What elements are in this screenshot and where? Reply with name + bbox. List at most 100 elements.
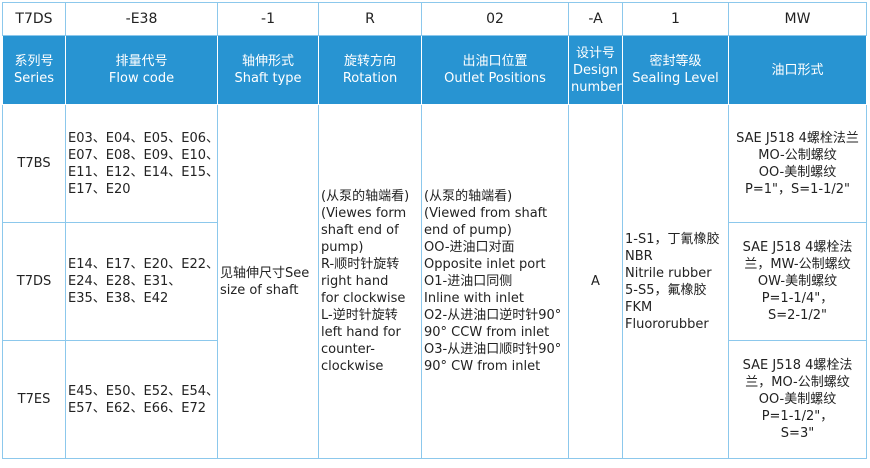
body-row: T7BS E03、E04、E05、E06、 E07、E08、E09、E10、 E11、… bbox=[2, 104, 867, 459]
header-line: Shaft type bbox=[234, 71, 302, 86]
spec-table: T7DS -E38 -1 R 02 -A 1 MW 系列号 Series 排量代号 Flow code… bbox=[2, 2, 867, 459]
outlet-line: 90° CW from inlet bbox=[424, 359, 541, 374]
flow-cell: E14、E17、E20、E22、 E24、E28、E31、 E35、E38、E42 bbox=[65, 222, 218, 341]
header-line: 出油口位置 bbox=[462, 54, 528, 69]
code-cell: -A bbox=[568, 2, 623, 36]
flow-line: E11、E12、E14、E15、 bbox=[68, 164, 218, 180]
flow-line: E14、E17、E20、E22、 bbox=[68, 257, 218, 272]
sealing-line: 5-S5，氟橡胶 bbox=[625, 282, 707, 298]
flow-line: E45、E50、E52、E54、 bbox=[68, 383, 218, 399]
flow-line: E24、E28、E31、 bbox=[68, 274, 182, 289]
rotation-line: R-顺时针旋转 bbox=[321, 257, 400, 272]
code-cell: 02 bbox=[421, 2, 569, 36]
flow-line: E17、E20 bbox=[68, 181, 131, 197]
port-line: OO-美制螺纹 bbox=[758, 164, 837, 180]
sealing-line: Fluororubber bbox=[625, 316, 709, 332]
code-cell: R bbox=[318, 2, 422, 36]
outlet-cell: (从泵的轴端看) (Viewed from shaft end of pump) OO… bbox=[421, 104, 569, 459]
header-line: 油口形式 bbox=[771, 62, 824, 78]
outlet-line: 90° CCW from inlet bbox=[424, 325, 550, 340]
header-line: Series bbox=[14, 71, 54, 86]
port-line: P=1-1/2"， bbox=[761, 409, 834, 424]
body-row: T7DS E14、E17、E20、E22、 E24、E28、E31、 E35、E38、… bbox=[2, 222, 867, 341]
shaft-cell: 见轴伸尺寸See size of shaft bbox=[217, 104, 319, 459]
shaft-line: 见轴伸尺寸See bbox=[220, 265, 310, 281]
header-row: 系列号 Series 排量代号 Flow code 轴伸形式 Shaft type 旋转方向… bbox=[2, 35, 867, 105]
rotation-line: clockwise bbox=[321, 359, 384, 374]
port-line: SAE J518 4螺栓法 bbox=[742, 358, 853, 373]
port-line: P=1-1/4"， bbox=[761, 291, 834, 306]
sealing-line: FKM bbox=[625, 299, 653, 315]
port-line: P=1"，S=1-1/2" bbox=[745, 181, 850, 197]
flow-line: E35、E38、E42 bbox=[68, 291, 169, 306]
header-line: 密封等级 bbox=[649, 54, 702, 69]
code-cell: T7DS bbox=[2, 2, 66, 36]
series-cell: T7ES bbox=[2, 340, 66, 459]
rotation-line: left hand for bbox=[321, 325, 401, 340]
header-line: Flow code bbox=[108, 71, 175, 86]
flow-cell: E45、E50、E52、E54、 E57、E62、E66、E72 bbox=[65, 340, 218, 459]
code-cell: MW bbox=[728, 2, 867, 36]
header-cell: 轴伸形式 Shaft type bbox=[217, 35, 319, 105]
header-cell: 油口形式 bbox=[728, 35, 867, 105]
outlet-line: (从泵的轴端看) bbox=[424, 189, 513, 204]
port-line: S=3" bbox=[780, 426, 815, 441]
shaft-line: size of shaft bbox=[220, 282, 299, 298]
design-line: A bbox=[591, 274, 600, 289]
code-row: T7DS -E38 -1 R 02 -A 1 MW bbox=[2, 2, 867, 36]
series-cell: T7BS bbox=[2, 104, 66, 223]
rotation-line: shaft end of bbox=[321, 223, 399, 238]
port-line: 兰，MO-公制螺纹 bbox=[745, 375, 850, 390]
rotation-line: right hand bbox=[321, 274, 389, 289]
header-line: Sealing Level bbox=[632, 71, 719, 86]
header-line: 系列号 bbox=[14, 54, 54, 69]
port-line: SAE J518 4螺栓法 bbox=[742, 240, 853, 255]
port-line: SAE J518 4螺栓法兰 bbox=[736, 130, 859, 146]
outlet-line: O2-从进油口逆时针90° bbox=[424, 308, 562, 323]
header-cell: 排量代号 Flow code bbox=[65, 35, 218, 105]
rotation-line: L-逆时针旋转 bbox=[321, 308, 398, 323]
header-cell: 密封等级 Sealing Level bbox=[622, 35, 729, 105]
rotation-line: counter- bbox=[321, 342, 375, 357]
code-cell: -1 bbox=[217, 2, 319, 36]
header-line: Outlet Positions bbox=[444, 71, 546, 86]
sealing-cell: 1-S1，丁氰橡胶 NBR Nitrile rubber 5-S5，氟橡胶 FKM Flu… bbox=[622, 104, 729, 459]
port-line: OW-美制螺纹 bbox=[757, 274, 838, 289]
header-line: Design bbox=[573, 62, 618, 78]
rotation-line: (Viewes form bbox=[321, 206, 407, 221]
port-cell: SAE J518 4螺栓法 兰，MW-公制螺纹 OW-美制螺纹 P=1-1/4"， S=… bbox=[728, 222, 867, 341]
body-row: T7ES E45、E50、E52、E54、 E57、E62、E66、E72 SAE J… bbox=[2, 340, 867, 459]
rotation-line: for clockwise bbox=[321, 291, 406, 306]
flow-line: E03、E04、E05、E06、 bbox=[68, 130, 218, 146]
port-line: 兰，MW-公制螺纹 bbox=[744, 257, 851, 272]
port-line: S=2-1/2" bbox=[767, 308, 827, 323]
code-cell: 1 bbox=[622, 2, 729, 36]
port-cell: SAE J518 4螺栓法兰 MO-公制螺纹 OO-美制螺纹 P=1"，S=1-1/2… bbox=[728, 104, 867, 223]
header-line: Rotation bbox=[342, 71, 398, 86]
series-cell: T7DS bbox=[2, 222, 66, 341]
outlet-line: O3-从进油口顺时针90° bbox=[424, 342, 562, 357]
sealing-line: 1-S1，丁氰橡胶 bbox=[625, 231, 720, 247]
outlet-line: Opposite inlet port bbox=[424, 257, 546, 272]
port-line: OO-美制螺纹 bbox=[758, 392, 837, 407]
flow-line: E07、E08、E09、E10、 bbox=[68, 147, 218, 163]
rotation-cell: (从泵的轴端看) (Viewes form shaft end of pump) R-顺… bbox=[318, 104, 422, 459]
header-line: 旋转方向 bbox=[343, 54, 396, 69]
port-cell: SAE J518 4螺栓法 兰，MO-公制螺纹 OO-美制螺纹 P=1-1/2"， S=… bbox=[728, 340, 867, 459]
header-cell: 旋转方向 Rotation bbox=[318, 35, 422, 105]
design-cell: A bbox=[568, 104, 623, 459]
outlet-line: Inline with inlet bbox=[424, 291, 524, 306]
sealing-line: Nitrile rubber bbox=[625, 265, 712, 281]
header-cell: 出油口位置 Outlet Positions bbox=[421, 35, 569, 105]
rotation-line: pump) bbox=[321, 240, 364, 255]
header-line: 排量代号 bbox=[115, 54, 168, 69]
port-line: MO-公制螺纹 bbox=[758, 147, 837, 163]
outlet-line: end of pump) bbox=[424, 223, 512, 238]
flow-cell: E03、E04、E05、E06、 E07、E08、E09、E10、 E11、E12、… bbox=[65, 104, 218, 223]
rotation-line: (从泵的轴端看) bbox=[321, 189, 410, 204]
outlet-line: (Viewed from shaft bbox=[424, 206, 548, 221]
header-cell: 设计号 Design number bbox=[568, 35, 623, 105]
header-line: 轴伸形式 bbox=[241, 54, 294, 69]
header-line: number bbox=[571, 79, 622, 95]
